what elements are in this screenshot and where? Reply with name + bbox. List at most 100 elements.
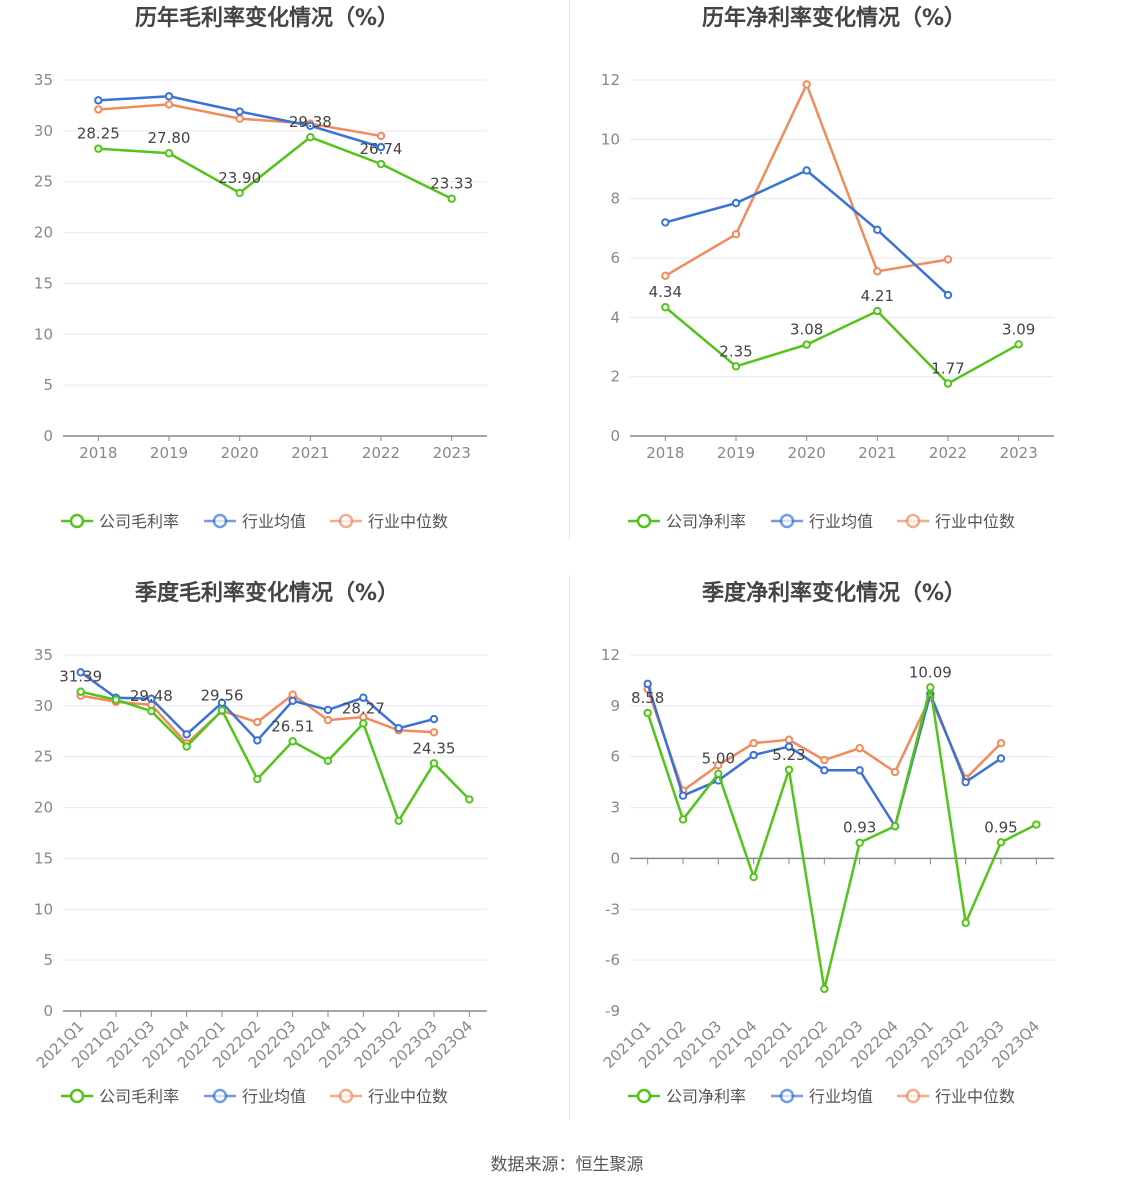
data-point-median <box>855 744 864 753</box>
divider-bottom <box>569 575 570 1120</box>
data-point-avg <box>429 714 439 724</box>
data-label: 29.56 <box>201 686 244 704</box>
legend-marker-icon <box>69 1088 85 1104</box>
y-tick-label: 2 <box>610 368 620 386</box>
data-point-median <box>890 767 900 777</box>
legend-item-company[interactable]: 公司毛利率 <box>61 512 179 531</box>
legend-item-median[interactable]: 行业中位数 <box>330 512 448 531</box>
data-point-company <box>164 149 174 158</box>
legend-item-avg[interactable]: 行业均值 <box>204 512 306 531</box>
y-tick-label: 0 <box>43 427 53 445</box>
data-point-company <box>306 132 315 142</box>
legend-item-company[interactable]: 公司净利率 <box>628 1087 746 1106</box>
data-point-median <box>714 760 723 770</box>
data-point-median <box>820 755 829 765</box>
y-tick-label: 4 <box>610 308 620 326</box>
data-source-footer: 数据来源：恒生聚源 <box>490 1155 644 1175</box>
data-point-company <box>926 683 935 692</box>
data-point-company <box>235 188 244 198</box>
y-tick-label: 5 <box>43 951 53 969</box>
legend-item-avg[interactable]: 行业均值 <box>771 1087 873 1106</box>
data-point-median <box>731 230 741 239</box>
legend-label: 公司净利率 <box>666 512 746 531</box>
data-point-avg <box>802 166 811 175</box>
data-point-company <box>429 759 439 768</box>
x-tick-label: 2020 <box>788 444 826 462</box>
legend-item-avg[interactable]: 行业均值 <box>204 1087 306 1106</box>
data-point-avg <box>147 694 156 703</box>
y-tick-label: 9 <box>610 697 620 715</box>
data-point-avg <box>873 225 882 235</box>
data-point-avg <box>253 736 262 745</box>
x-tick-label: 2021 <box>858 444 896 462</box>
y-tick-label: 0 <box>43 1002 53 1020</box>
chart-svg: 历年毛利率变化情况（%） 0 5 10 15 20 25 30 35 2018 2019 2020 20… <box>34 5 487 531</box>
legend-item-avg[interactable]: 行业均值 <box>771 512 873 531</box>
legend-label: 行业中位数 <box>368 1087 448 1106</box>
data-point-median <box>996 738 1006 748</box>
data-label: 0.93 <box>843 819 876 837</box>
y-tick-label: 25 <box>34 173 53 191</box>
data-point-avg <box>288 696 297 705</box>
y-tick-label: 35 <box>34 71 53 89</box>
legend-item-median[interactable]: 行业中位数 <box>330 1087 448 1106</box>
data-label: 4.21 <box>861 287 894 305</box>
data-point-avg <box>678 791 688 800</box>
legend-item-median[interactable]: 行业中位数 <box>897 1087 1015 1106</box>
legend-label: 公司毛利率 <box>99 512 179 531</box>
data-point-company <box>465 795 474 804</box>
data-label: 4.34 <box>649 283 682 301</box>
data-point-avg <box>820 766 829 775</box>
data-label: 26.51 <box>271 717 314 735</box>
data-point-avg <box>235 107 244 116</box>
data-label: 8.58 <box>631 689 664 707</box>
legend-marker-icon <box>636 1088 652 1104</box>
legend-item-company[interactable]: 公司净利率 <box>628 512 746 531</box>
data-label: 2.35 <box>719 342 752 360</box>
x-tick-label: 2019 <box>717 444 755 462</box>
legend-marker-icon <box>338 1088 354 1104</box>
data-point-company <box>1014 340 1023 349</box>
legend-marker-icon <box>212 513 228 529</box>
legend-item-median[interactable]: 行业中位数 <box>897 512 1015 531</box>
data-label: 5.00 <box>702 750 735 768</box>
data-label: 0.95 <box>984 818 1017 836</box>
data-point-company <box>182 742 191 751</box>
data-point-company <box>714 769 723 778</box>
data-point-company <box>111 695 121 704</box>
data-point-median <box>749 738 758 748</box>
legend-marker-icon <box>69 513 85 529</box>
x-tick-label: 2018 <box>646 444 684 462</box>
y-tick-label: 15 <box>34 849 53 867</box>
series-line-company <box>664 306 1020 385</box>
data-label: 24.35 <box>413 739 456 757</box>
data-point-median <box>802 80 811 89</box>
x-tick-label: 2022 <box>362 444 400 462</box>
quarterly-net-margin-chart: 季度净利率变化情况（%） -9 -6 -3 0 3 6 9 12 2021Q1 2021Q2 2021… <box>567 575 1134 1145</box>
data-label: 5.23 <box>772 746 805 764</box>
data-point-company <box>253 774 262 784</box>
data-point-company <box>643 708 652 718</box>
y-tick-label: 12 <box>601 71 620 89</box>
data-point-avg <box>376 142 386 152</box>
series-line-median <box>664 83 949 277</box>
data-point-median <box>164 100 174 109</box>
data-point-company <box>873 306 882 316</box>
y-tick-label: 3 <box>610 799 620 817</box>
data-point-median <box>873 267 882 276</box>
data-point-median <box>661 271 670 280</box>
legend-item-company[interactable]: 公司毛利率 <box>61 1087 179 1106</box>
y-tick-label: 10 <box>34 900 53 918</box>
y-tick-label: -6 <box>605 951 620 969</box>
data-point-company <box>996 838 1006 847</box>
data-point-median <box>429 728 439 737</box>
data-point-company <box>784 765 794 774</box>
series-line-company <box>646 686 1037 991</box>
chart-title: 季度毛利率变化情况（%） <box>135 580 399 606</box>
y-tick-label: 0 <box>610 849 620 867</box>
series-line-company <box>80 690 471 823</box>
y-tick-label: -9 <box>605 1002 620 1020</box>
data-point-median <box>376 131 386 141</box>
data-point-company <box>447 194 456 203</box>
chart-svg: 季度净利率变化情况（%）-9-6-30369122021Q12021Q22021… <box>600 580 1054 1106</box>
